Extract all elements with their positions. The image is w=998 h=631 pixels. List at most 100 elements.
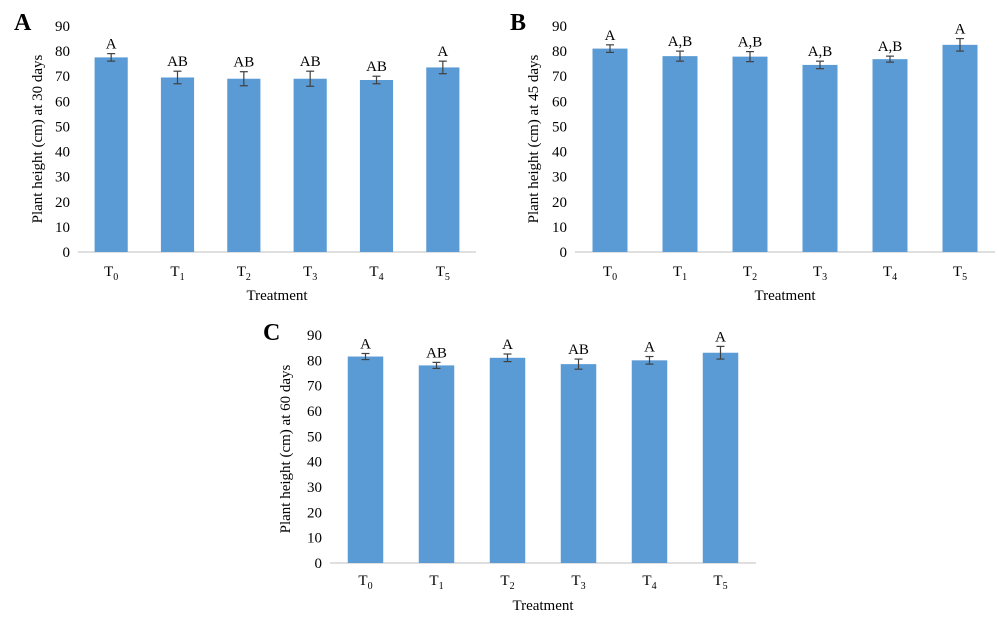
y-tick-label: 20	[307, 505, 322, 521]
y-tick-label: 30	[552, 170, 567, 186]
y-tick-label: 40	[552, 145, 567, 161]
significance-label: A	[605, 28, 616, 44]
significance-label: A	[106, 37, 117, 53]
y-tick-label: 10	[552, 220, 567, 236]
y-tick-label: 90	[552, 19, 567, 35]
x-tick-label: T3	[303, 264, 317, 283]
bar-t1	[662, 56, 698, 253]
x-tick-label: T0	[104, 264, 118, 283]
x-tick-label: T5	[953, 264, 967, 283]
x-axis-title: Treatment	[246, 288, 308, 304]
significance-label: AB	[300, 54, 321, 70]
error-bar	[606, 44, 614, 53]
bar-t0	[94, 57, 128, 253]
y-tick-label: 0	[560, 245, 568, 261]
x-tick-label: T1	[170, 264, 184, 283]
y-tick-label: 80	[552, 44, 567, 60]
bar-t2	[489, 357, 526, 563]
bar-t2	[732, 56, 768, 252]
y-tick-label: 60	[55, 94, 70, 110]
error-bar	[438, 60, 447, 75]
error-bar	[746, 51, 754, 63]
bar-t0	[592, 48, 628, 252]
chart-panel-a: A 0 10 20 30 40 50 60 70 80 90 A T0 AB T1 AB T2 AB T3 AB T4 A…	[14, 10, 476, 304]
error-bar	[886, 55, 894, 63]
error-bar	[173, 70, 182, 85]
y-tick-label: 50	[552, 119, 567, 135]
y-tick-label: 50	[55, 119, 70, 135]
x-tick-label: T0	[603, 264, 617, 283]
bar-t1	[418, 365, 455, 563]
significance-label: AB	[426, 345, 447, 361]
x-tick-label: T4	[369, 264, 383, 283]
y-axis-title: Plant height (cm) at 30 days	[30, 54, 46, 223]
panel-letter: A	[14, 10, 32, 36]
x-tick-label: T4	[642, 573, 656, 592]
y-tick-label: 10	[307, 531, 322, 547]
error-bar	[361, 352, 370, 361]
x-tick-label: T4	[883, 264, 897, 283]
error-bar	[574, 358, 583, 370]
y-tick-label: 30	[55, 170, 70, 186]
panel-letter: C	[263, 320, 280, 346]
y-tick-label: 60	[552, 94, 567, 110]
y-tick-label: 80	[55, 44, 70, 60]
bar-t4	[359, 79, 394, 252]
error-bar	[645, 355, 654, 365]
error-bar	[372, 75, 381, 85]
y-axis-title: Plant height (cm) at 60 days	[278, 364, 294, 533]
y-tick-label: 20	[552, 195, 567, 211]
y-tick-label: 70	[307, 379, 322, 395]
error-bar	[676, 50, 684, 62]
x-tick-label: T1	[429, 573, 443, 592]
bar-t4	[631, 360, 668, 563]
y-tick-label: 40	[55, 145, 70, 161]
significance-label: A	[644, 340, 655, 356]
bar-t3	[560, 364, 597, 563]
error-bar	[816, 60, 824, 70]
chart-panel-b: B 0 10 20 30 40 50 60 70 80 90 A T0 A,B T1 A,B T2 A,B T3 A,…	[510, 10, 995, 304]
bar-t5	[702, 352, 739, 563]
x-tick-label: T0	[358, 573, 372, 592]
significance-label: A	[955, 22, 966, 38]
bar-t3	[293, 78, 327, 252]
y-tick-label: 0	[315, 556, 323, 572]
significance-label: A	[437, 44, 448, 60]
x-axis-title: Treatment	[512, 598, 574, 614]
bar-t5	[942, 44, 978, 253]
error-bar	[432, 361, 441, 370]
significance-label: AB	[167, 54, 188, 70]
significance-label: A,B	[668, 34, 693, 50]
x-tick-label: T3	[813, 264, 827, 283]
x-tick-label: T2	[237, 264, 251, 283]
significance-label: AB	[366, 59, 387, 75]
y-tick-label: 20	[55, 195, 70, 211]
significance-label: A	[715, 329, 726, 345]
x-tick-label: T2	[500, 573, 514, 592]
error-bar	[956, 37, 964, 52]
bar-t5	[426, 67, 460, 252]
significance-label: A	[502, 337, 513, 353]
bar-t3	[802, 64, 838, 252]
x-tick-label: T2	[743, 264, 757, 283]
bar-t4	[872, 59, 908, 252]
y-tick-label: 40	[307, 455, 322, 471]
y-tick-label: 80	[307, 353, 322, 369]
y-tick-label: 70	[552, 69, 567, 85]
error-bar	[107, 53, 116, 62]
x-axis-title: Treatment	[754, 288, 816, 304]
y-tick-label: 10	[55, 220, 70, 236]
significance-label: A,B	[808, 44, 833, 60]
y-tick-label: 90	[55, 19, 70, 35]
y-tick-label: 60	[307, 404, 322, 420]
x-tick-label: T1	[673, 264, 687, 283]
significance-label: A,B	[878, 39, 903, 55]
y-tick-label: 50	[307, 429, 322, 445]
panel-letter: B	[510, 10, 526, 36]
x-tick-label: T5	[436, 264, 450, 283]
error-bar	[306, 70, 315, 87]
bar-t0	[347, 356, 384, 563]
x-tick-label: T3	[571, 573, 585, 592]
y-tick-label: 0	[63, 245, 71, 261]
